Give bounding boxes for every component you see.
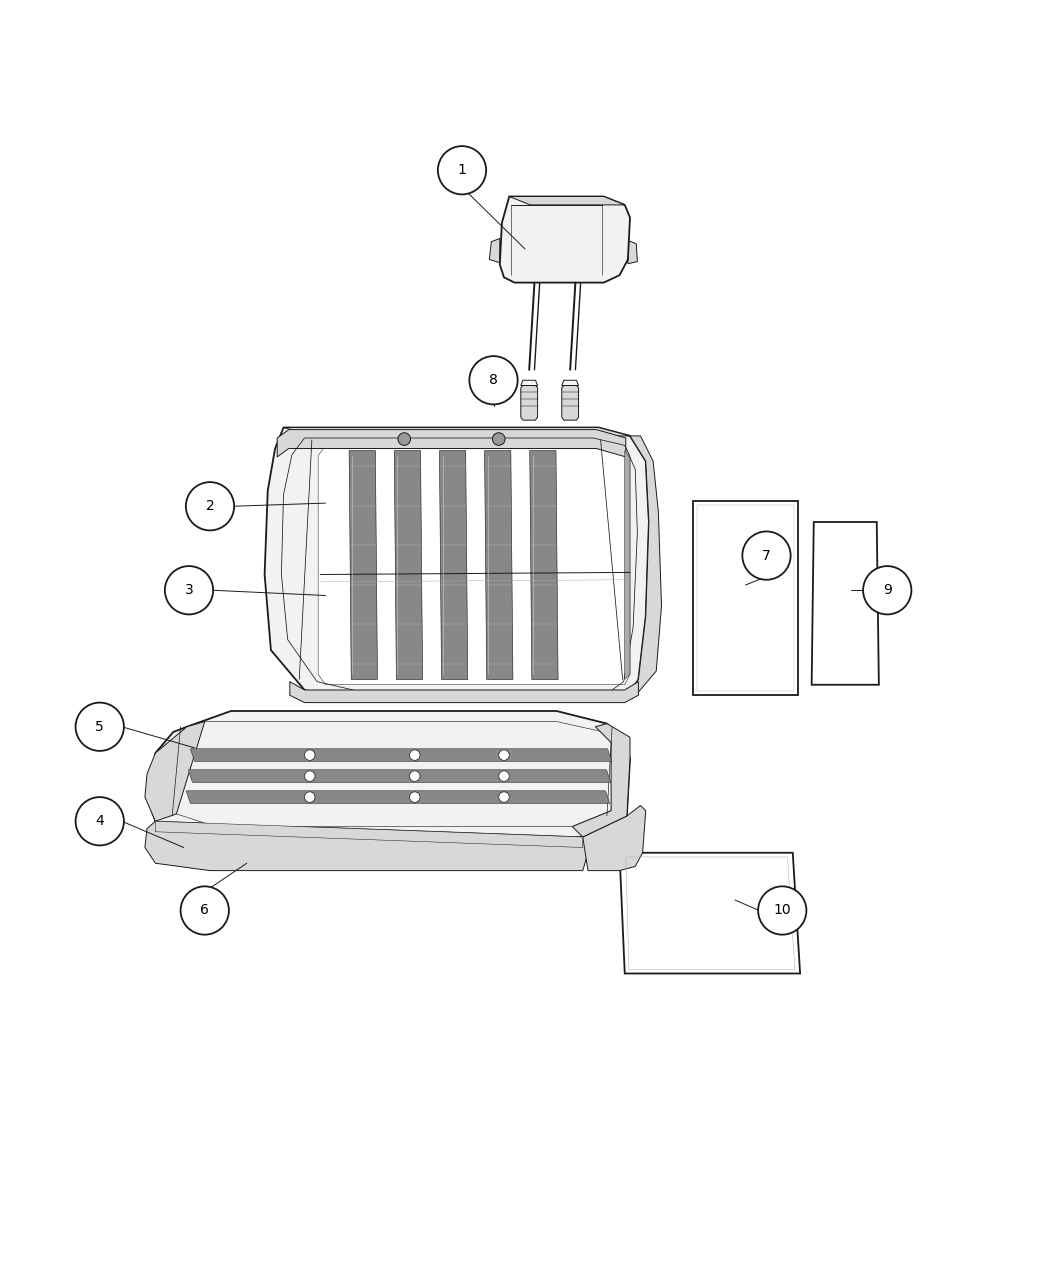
Polygon shape (147, 711, 630, 836)
Circle shape (76, 703, 124, 751)
Polygon shape (521, 385, 538, 421)
Text: 2: 2 (206, 500, 214, 514)
Circle shape (410, 771, 420, 782)
Circle shape (304, 792, 315, 802)
Text: 6: 6 (201, 904, 209, 918)
Circle shape (410, 750, 420, 760)
Polygon shape (562, 380, 579, 385)
Circle shape (469, 356, 518, 404)
Polygon shape (168, 722, 614, 826)
Polygon shape (145, 821, 588, 871)
Circle shape (499, 750, 509, 760)
Polygon shape (628, 241, 637, 264)
Circle shape (410, 792, 420, 802)
Circle shape (758, 886, 806, 935)
Text: 4: 4 (96, 815, 104, 829)
Circle shape (398, 432, 411, 445)
Polygon shape (349, 450, 378, 680)
Circle shape (499, 792, 509, 802)
Circle shape (438, 147, 486, 194)
Polygon shape (290, 682, 638, 703)
Circle shape (742, 532, 791, 580)
Polygon shape (318, 445, 630, 685)
Polygon shape (395, 450, 422, 680)
Circle shape (76, 797, 124, 845)
Circle shape (304, 750, 315, 760)
Polygon shape (188, 770, 611, 783)
Text: 8: 8 (489, 374, 498, 388)
Polygon shape (186, 790, 610, 803)
Circle shape (499, 771, 509, 782)
Circle shape (492, 432, 505, 445)
Circle shape (165, 566, 213, 615)
Polygon shape (530, 450, 559, 680)
Polygon shape (812, 521, 879, 685)
Polygon shape (620, 853, 800, 974)
Text: 9: 9 (883, 583, 891, 597)
Polygon shape (145, 722, 205, 821)
Polygon shape (500, 196, 630, 283)
Text: 10: 10 (774, 904, 791, 918)
Polygon shape (439, 450, 468, 680)
Text: 3: 3 (185, 583, 193, 597)
Polygon shape (572, 724, 630, 836)
Polygon shape (489, 238, 500, 263)
Polygon shape (155, 821, 583, 848)
Circle shape (863, 566, 911, 615)
Polygon shape (521, 380, 538, 385)
Circle shape (186, 482, 234, 530)
Polygon shape (562, 385, 579, 421)
Polygon shape (484, 450, 512, 680)
Circle shape (181, 886, 229, 935)
Text: 5: 5 (96, 720, 104, 733)
Polygon shape (625, 450, 630, 680)
Polygon shape (190, 748, 612, 761)
Polygon shape (265, 427, 649, 700)
Polygon shape (583, 806, 646, 871)
Circle shape (304, 771, 315, 782)
Polygon shape (625, 436, 662, 700)
Polygon shape (693, 501, 798, 695)
Text: 1: 1 (458, 163, 466, 177)
Polygon shape (509, 196, 625, 205)
Polygon shape (277, 430, 626, 456)
Text: 7: 7 (762, 548, 771, 562)
Polygon shape (284, 427, 630, 436)
